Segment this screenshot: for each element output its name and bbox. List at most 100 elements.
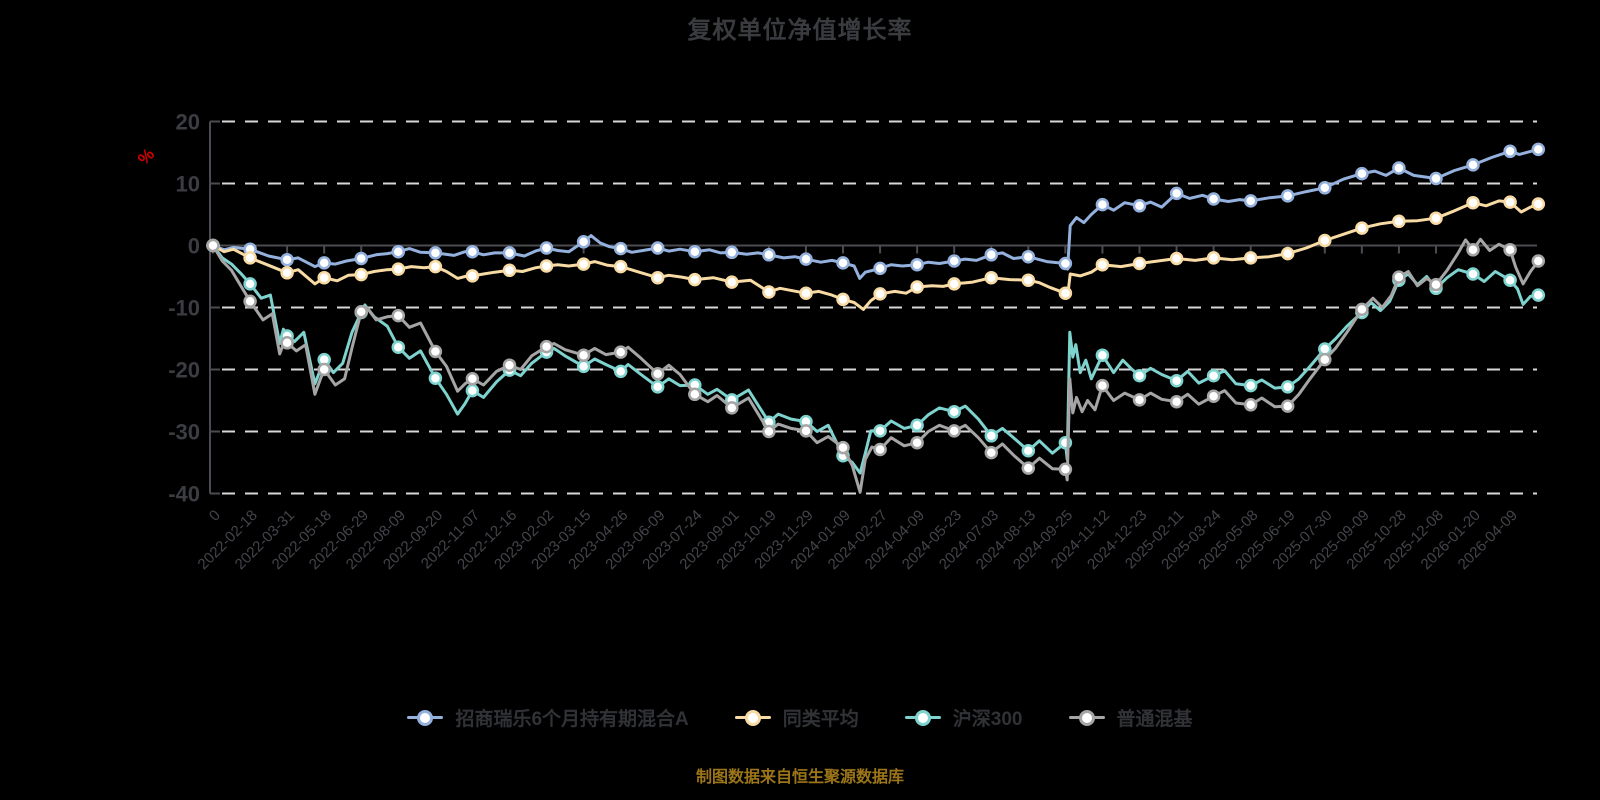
y-axis-label: -20 xyxy=(168,358,200,383)
chart-title: 复权单位净值增长率 xyxy=(687,17,913,44)
legend-label: 普通混基 xyxy=(1116,709,1193,730)
data-point-marker xyxy=(1429,171,1443,186)
data-point-marker xyxy=(1058,462,1073,477)
legend-marker-icon xyxy=(407,709,444,727)
data-point-marker xyxy=(650,380,665,394)
data-point-marker xyxy=(391,244,406,259)
data-point-marker xyxy=(762,248,776,262)
data-point-marker xyxy=(1169,373,1184,388)
data-point-marker xyxy=(1392,214,1406,229)
data-point-marker xyxy=(873,442,887,457)
chart-legend: 招商瑞乐6个月持有期混合A 同类平均 沪深300 普通混基 xyxy=(0,704,1600,731)
data-point-marker xyxy=(1021,249,1036,264)
data-point-marker xyxy=(650,241,665,255)
data-point-marker xyxy=(1021,461,1036,475)
data-point-marker xyxy=(799,286,813,300)
data-point-marker xyxy=(206,238,220,253)
data-point-marker xyxy=(317,270,331,285)
data-point-marker xyxy=(1169,251,1184,266)
data-point-marker xyxy=(613,259,628,274)
data-point-marker xyxy=(243,277,257,291)
data-point-marker xyxy=(873,261,887,276)
data-point-marker xyxy=(1503,243,1517,257)
legend-item-普通混基[interactable]: 普通混基 xyxy=(1068,704,1193,731)
data-point-marker xyxy=(910,435,924,450)
data-point-marker xyxy=(1280,399,1295,413)
y-axis-label: -10 xyxy=(168,296,200,321)
data-point-marker xyxy=(688,244,702,259)
data-point-marker xyxy=(873,424,887,438)
legend-item-同类平均[interactable]: 同类平均 xyxy=(734,704,859,731)
data-point-marker xyxy=(1531,197,1546,211)
data-point-marker xyxy=(1058,256,1073,271)
legend-marker-icon xyxy=(1068,709,1105,727)
data-point-marker xyxy=(1280,380,1295,394)
data-point-marker xyxy=(391,308,406,323)
data-point-marker xyxy=(613,241,628,256)
data-point-marker xyxy=(1132,393,1147,407)
data-point-marker xyxy=(243,294,257,309)
data-point-marker xyxy=(1466,158,1480,172)
data-point-marker xyxy=(1531,288,1546,302)
data-point-marker xyxy=(984,270,999,285)
data-point-marker xyxy=(1531,254,1546,268)
data-point-marker xyxy=(1095,197,1110,212)
data-point-marker xyxy=(576,348,591,362)
series-line-普通混基 xyxy=(211,237,1540,494)
data-point-marker xyxy=(1169,186,1184,201)
data-point-marker xyxy=(1206,192,1221,206)
data-point-marker xyxy=(539,339,554,354)
data-point-marker xyxy=(1132,256,1147,271)
data-point-marker xyxy=(984,445,999,460)
data-point-marker xyxy=(1503,144,1517,159)
data-point-marker xyxy=(1280,189,1295,203)
data-point-marker xyxy=(428,259,443,274)
legend-label: 招商瑞乐6个月持有期混合A xyxy=(455,709,689,730)
data-point-marker xyxy=(576,235,591,249)
data-point-marker xyxy=(1132,368,1147,383)
data-point-marker xyxy=(836,292,850,307)
data-point-marker xyxy=(1021,443,1036,458)
data-point-marker xyxy=(1318,233,1332,248)
data-point-marker xyxy=(354,305,368,319)
data-point-marker xyxy=(1531,142,1546,157)
data-point-marker xyxy=(1466,195,1480,210)
data-point-marker xyxy=(1243,398,1258,412)
data-point-marker xyxy=(1318,181,1332,195)
data-point-marker xyxy=(428,344,443,359)
y-axis-label: 10 xyxy=(176,172,200,197)
data-point-marker xyxy=(650,367,665,381)
data-point-marker xyxy=(1206,251,1221,265)
data-point-marker xyxy=(910,257,924,272)
data-point-marker xyxy=(947,404,961,419)
data-point-marker xyxy=(243,251,257,265)
data-point-marker xyxy=(1355,221,1369,235)
data-point-marker xyxy=(613,345,628,359)
data-point-marker xyxy=(650,270,665,285)
data-point-marker xyxy=(317,256,331,270)
data-point-marker xyxy=(799,252,813,266)
data-point-marker xyxy=(1169,394,1184,409)
data-point-marker xyxy=(836,256,850,270)
data-point-marker xyxy=(762,424,776,439)
legend-label: 沪深300 xyxy=(952,709,1023,730)
data-point-marker xyxy=(280,336,294,350)
legend-item-招商瑞乐6个月持有期混合A[interactable]: 招商瑞乐6个月持有期混合A xyxy=(407,704,689,731)
data-point-marker xyxy=(280,266,294,280)
data-point-marker xyxy=(688,272,702,287)
data-point-marker xyxy=(1243,378,1258,393)
data-point-marker xyxy=(1429,277,1443,292)
data-point-marker xyxy=(947,254,961,268)
data-point-marker xyxy=(1392,161,1406,175)
data-point-marker xyxy=(1095,257,1110,272)
data-point-marker xyxy=(539,241,554,255)
data-point-marker xyxy=(502,358,517,372)
data-point-marker xyxy=(354,251,368,266)
data-point-marker xyxy=(502,263,517,278)
x-axis-label: 0 xyxy=(206,507,224,525)
data-point-marker xyxy=(428,246,443,260)
legend-item-沪深300[interactable]: 沪深300 xyxy=(904,704,1023,731)
data-point-marker xyxy=(1355,166,1369,181)
